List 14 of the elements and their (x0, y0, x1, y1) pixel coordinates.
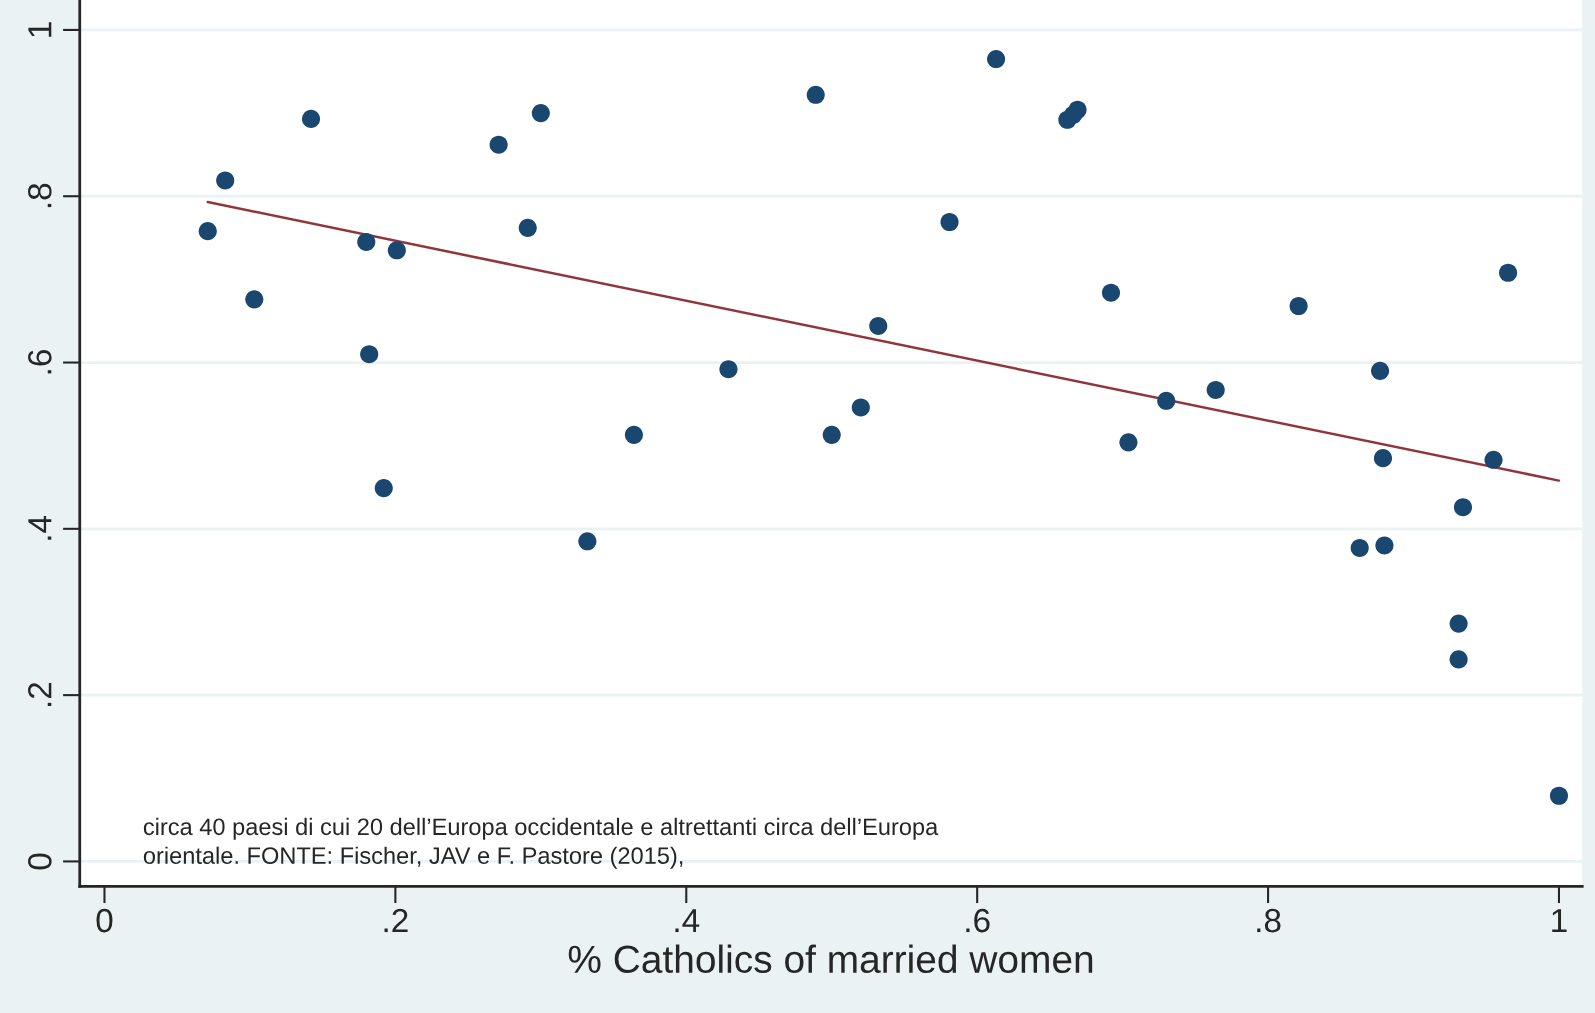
x-tick-label: .2 (384, 908, 408, 933)
x-tick-label: .4 (675, 909, 700, 933)
x-tick-label: 1 (1552, 909, 1567, 933)
x-tick-label: 0 (96, 908, 113, 933)
y-tick-label: 1 (28, 22, 52, 37)
y-tick-label: .2 (28, 682, 52, 706)
y-tick-label: .6 (28, 350, 52, 374)
y-tick-label: .4 (28, 515, 52, 540)
y-tick-label: .8 (28, 183, 52, 208)
annotation: circa 40 paesi di cui 20 dell’Europa occidentale e altrettanti circa dell’Europa orientale. FONTE: Fischer, JAV e F. Pastore (2015), (143, 817, 939, 869)
x-tick-label: .6 (966, 908, 990, 933)
y-tick-label: 0 (28, 853, 52, 870)
x-axis-title: % Catholics of married women (568, 944, 1093, 974)
x-tick-label: .8 (1257, 908, 1281, 933)
